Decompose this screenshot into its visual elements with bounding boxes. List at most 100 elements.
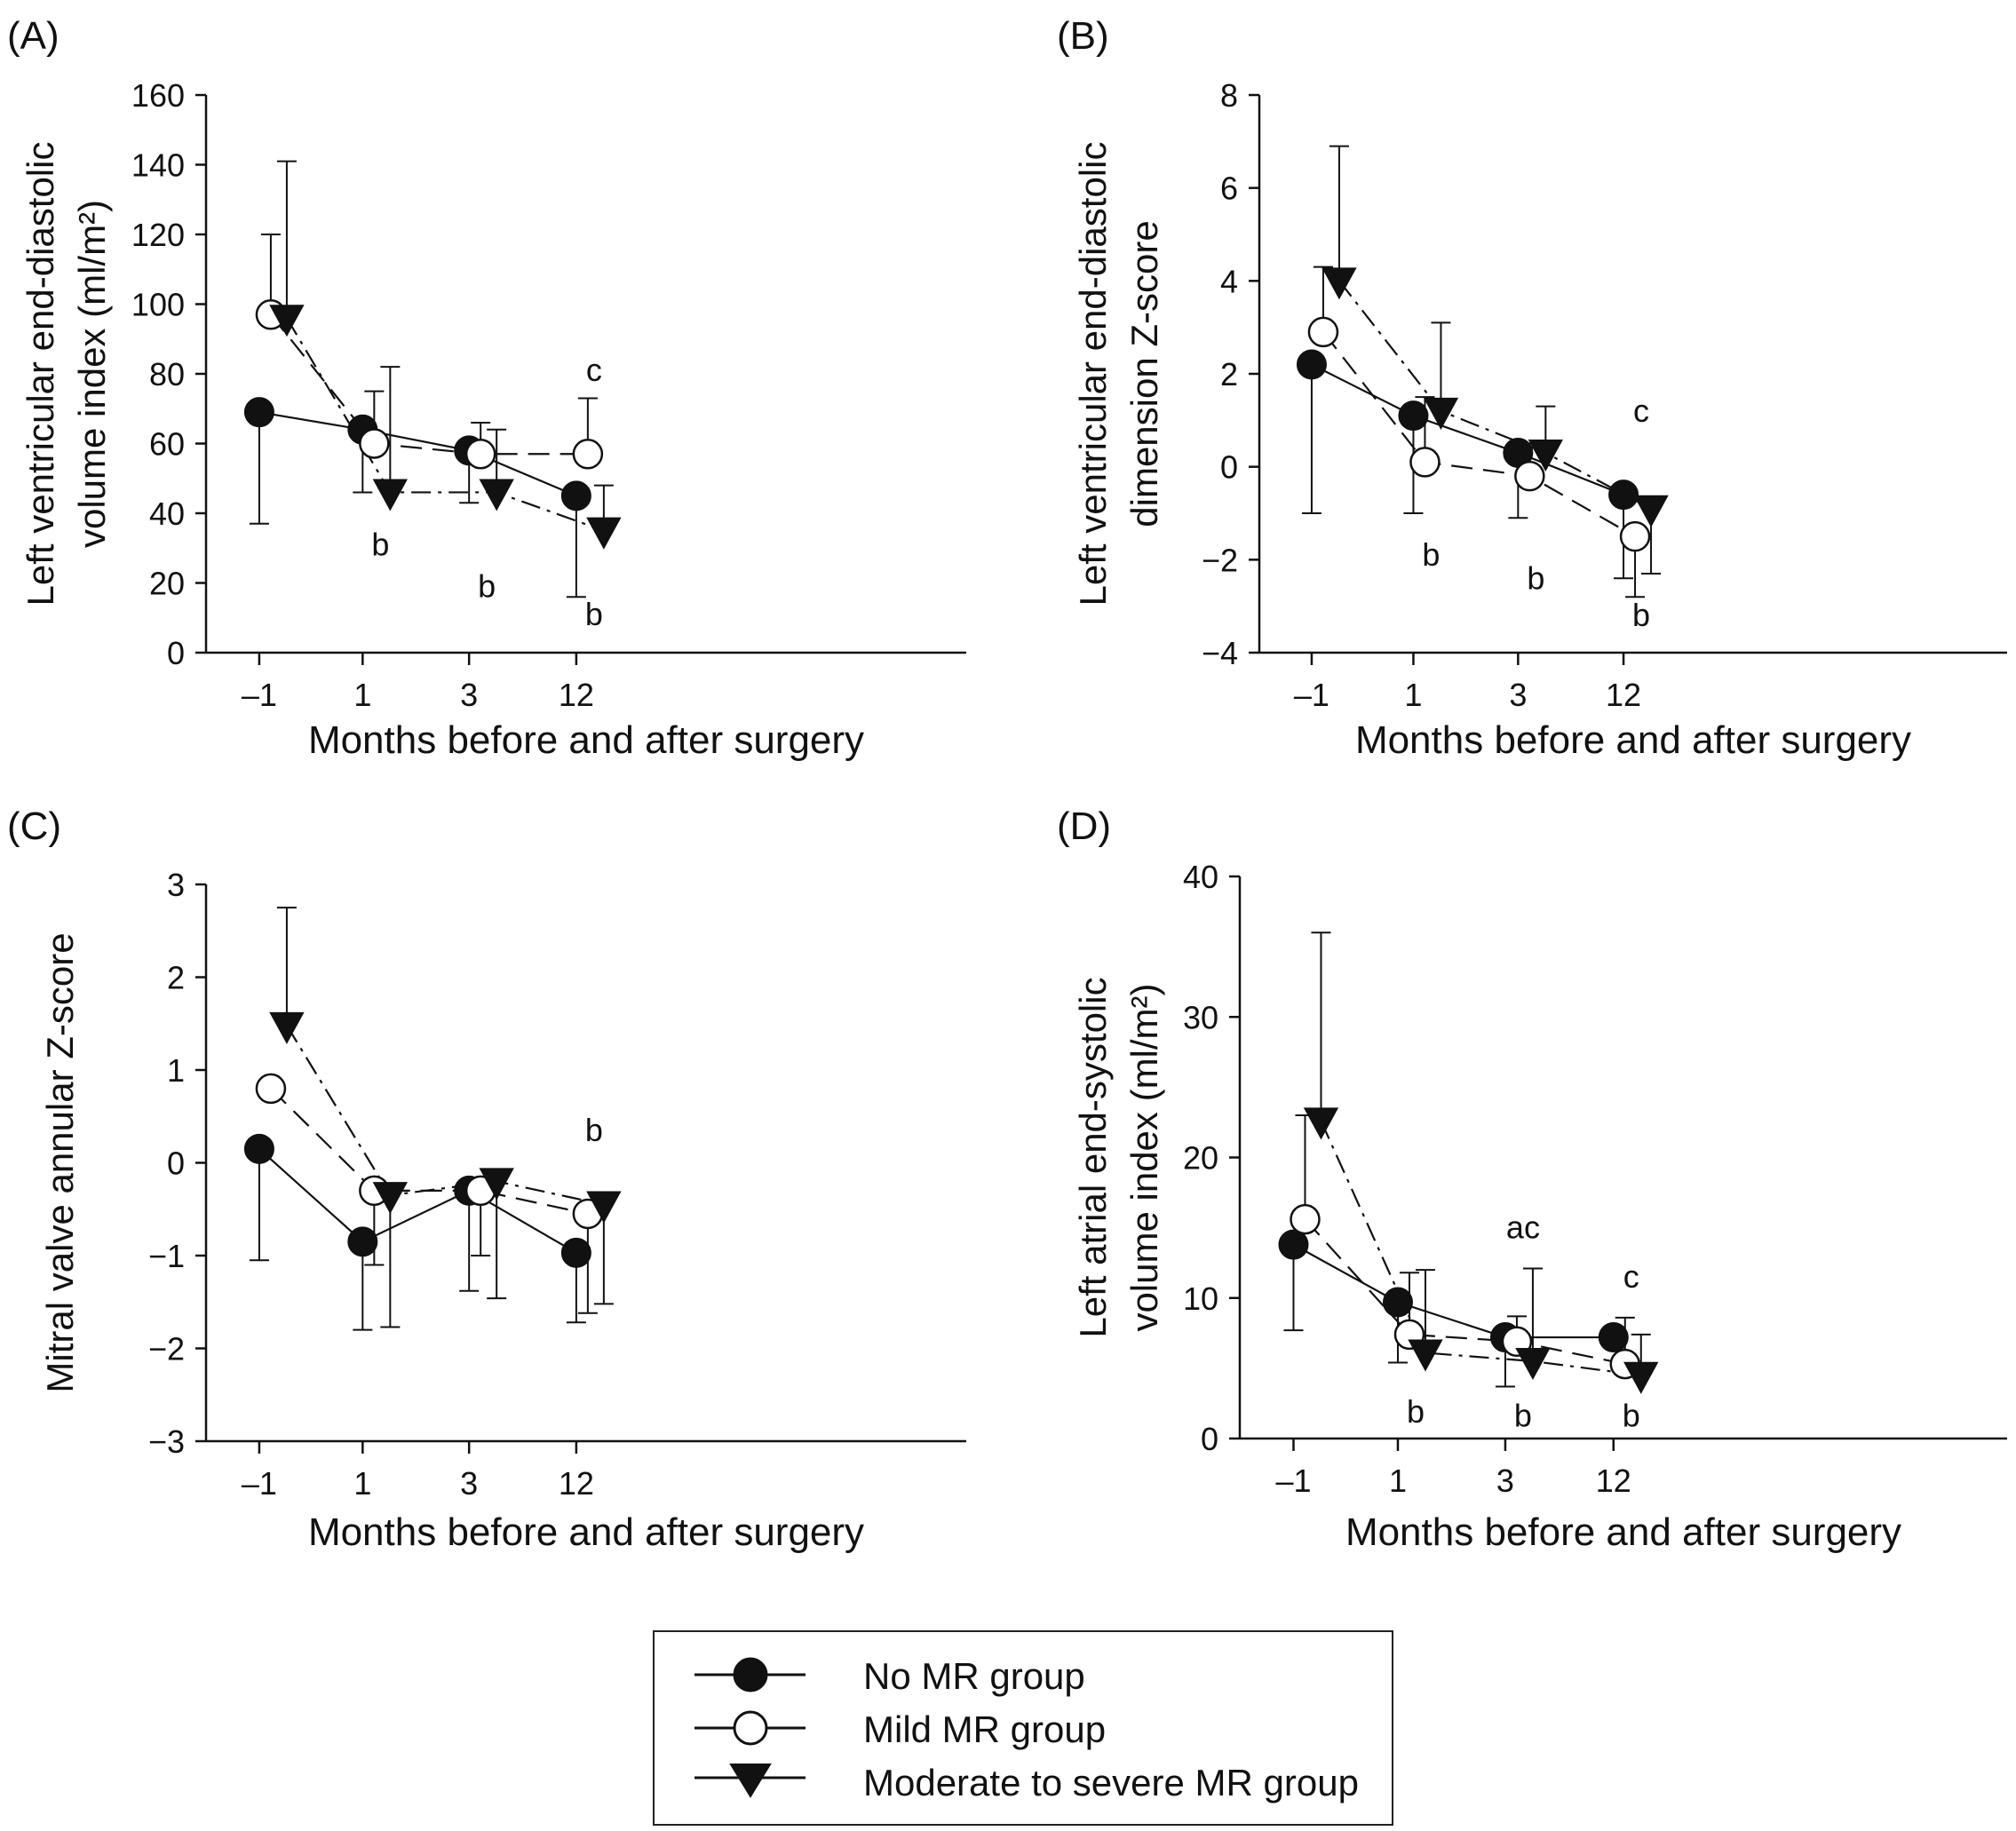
x-tick-label: 1 (353, 677, 371, 713)
y-axis-label: Left atrial end-systolic (1072, 977, 1114, 1337)
significance-annotation: c (586, 352, 602, 388)
panel-label: (C) (7, 805, 61, 848)
series-line-no-mr-group (1292, 1243, 1614, 1339)
y-tick-label: 140 (131, 147, 185, 184)
y-tick-label: 1 (167, 1052, 185, 1089)
x-axis-label: Months before and after surgery (1345, 1510, 1901, 1554)
series-line-moderate-to-severe-mr-group (1338, 280, 1652, 510)
marker-moderate-to-severe-mr-group (479, 479, 514, 511)
significance-annotation: b (1527, 559, 1544, 596)
marker-moderate-to-severe-mr-group (1623, 1361, 1659, 1394)
x-tick-label: 12 (1606, 677, 1641, 713)
significance-annotation: b (585, 596, 603, 632)
y-tick-label: −3 (148, 1423, 185, 1460)
legend-swatch-open-circle (694, 1710, 806, 1746)
marker-no-mr-group (560, 1237, 591, 1268)
significance-annotation: b (585, 1112, 603, 1148)
y-tick-label: 0 (1220, 449, 1238, 486)
marker-moderate-to-severe-mr-group (1423, 397, 1459, 430)
marker-mild-mr-group (1409, 447, 1441, 478)
marker-no-mr-group (1382, 1287, 1413, 1318)
marker-mild-mr-group (1290, 1203, 1321, 1235)
panel-b: (B) −4 −2 0 2 4 6 8 –1 1 3 12 Months before and afte… (1057, 14, 2007, 762)
series-line-mild-mr-group (1304, 1218, 1625, 1366)
legend-item-mild-mr: Mild MR group (690, 1703, 1383, 1753)
marker-mild-mr-group (464, 439, 496, 470)
marker-moderate-to-severe-mr-group (1322, 267, 1357, 300)
series-line-mild-mr-group (1322, 331, 1636, 538)
legend-swatch-filled-triangle (694, 1764, 806, 1798)
legend-swatch-filled-circle (694, 1657, 806, 1692)
y-axis-label: Left ventricular end-diastolic (20, 142, 61, 606)
marker-moderate-to-severe-mr-group (372, 1182, 409, 1215)
panel-label: (A) (7, 14, 60, 58)
x-tick-label: 1 (1404, 677, 1422, 713)
x-tick-label: 1 (1389, 1462, 1407, 1499)
panel-d: (D) 0 10 20 30 40 –1 1 3 12 Months before and afte… (1057, 805, 2007, 1554)
marker-mild-mr-group (1307, 316, 1339, 348)
x-tick-label: 12 (559, 677, 594, 713)
y-tick-label: −4 (1202, 635, 1238, 671)
y-tick-label: 40 (149, 495, 185, 532)
x-tick-label: 3 (460, 1465, 478, 1502)
y-tick-label: 40 (1183, 859, 1218, 895)
y-tick-label: 30 (1183, 999, 1218, 1035)
x-tick-label: 12 (559, 1465, 594, 1502)
y-tick-label: 80 (149, 356, 185, 392)
x-axis-label: Months before and after surgery (1355, 718, 1911, 762)
significance-annotation: b (1623, 1398, 1640, 1434)
y-tick-label: 100 (131, 287, 185, 323)
marker-moderate-to-severe-mr-group (1528, 439, 1564, 472)
y-tick-label: 60 (149, 426, 185, 463)
legend-label-moderate-severe-mr: Moderate to severe MR group (863, 1762, 1359, 1803)
marker-no-mr-group (560, 480, 591, 511)
x-axis-label: Months before and after surgery (308, 718, 864, 762)
marker-mild-mr-group (359, 428, 390, 459)
y-tick-label: −2 (148, 1331, 185, 1367)
legend-item-no-mr: No MR group (690, 1650, 1383, 1700)
x-axis-label: Months before and after surgery (308, 1510, 864, 1554)
marker-no-mr-group (1296, 349, 1327, 380)
series-line-no-mr-group (258, 411, 577, 497)
y-tick-label: 160 (131, 77, 185, 114)
marker-no-mr-group (243, 397, 274, 428)
significance-annotation: b (371, 526, 389, 562)
x-tick-label: 3 (1509, 677, 1527, 713)
significance-annotation: c (1633, 392, 1649, 429)
marker-no-mr-group (1398, 400, 1429, 432)
legend: No MR group Mild MR group Moderate to se… (653, 1630, 1393, 1826)
x-tick-label: –1 (242, 1465, 277, 1502)
x-tick-label: 3 (1496, 1462, 1514, 1499)
y-tick-label: 6 (1220, 170, 1238, 207)
series-line-no-mr-group (1311, 363, 1624, 496)
series-line-mild-mr-group (270, 313, 588, 456)
marker-mild-mr-group (572, 439, 604, 470)
series-line-mild-mr-group (270, 1088, 589, 1216)
marker-moderate-to-severe-mr-group (1408, 1339, 1443, 1372)
y-axis-label: dimension Z-score (1123, 220, 1165, 527)
panel-label: (B) (1057, 14, 1109, 58)
significance-annotation: b (1514, 1398, 1532, 1434)
marker-moderate-to-severe-mr-group (372, 479, 409, 511)
y-tick-label: 10 (1183, 1280, 1218, 1317)
legend-label-mild-mr: Mild MR group (863, 1708, 1107, 1750)
marker-mild-mr-group (1619, 520, 1651, 552)
marker-moderate-to-severe-mr-group (269, 305, 305, 337)
significance-annotation: ac (1506, 1209, 1540, 1246)
marker-moderate-to-severe-mr-group (1515, 1347, 1551, 1381)
marker-moderate-to-severe-mr-group (1303, 1107, 1339, 1140)
marker-no-mr-group (1598, 1322, 1629, 1353)
marker-moderate-to-severe-mr-group (479, 1168, 514, 1201)
x-tick-label: 12 (1596, 1462, 1631, 1499)
significance-annotation: b (1422, 536, 1440, 573)
x-tick-label: –1 (1275, 1462, 1311, 1499)
y-tick-label: 0 (167, 1145, 185, 1182)
y-axis-label: volume index (ml/m²) (1123, 983, 1165, 1331)
marker-no-mr-group (243, 1133, 274, 1164)
x-tick-label: 1 (353, 1465, 371, 1502)
y-tick-label: −1 (148, 1238, 185, 1274)
x-tick-label: –1 (1294, 677, 1329, 713)
y-tick-label: 2 (167, 960, 185, 996)
